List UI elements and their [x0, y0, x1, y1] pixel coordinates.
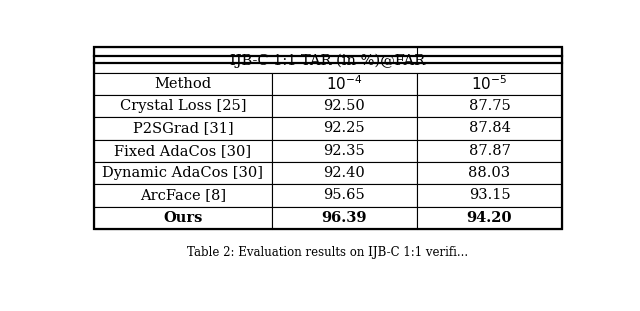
Text: 96.39: 96.39	[322, 211, 367, 225]
Text: 87.84: 87.84	[468, 121, 511, 135]
Bar	[272, 95, 417, 117]
Text: Table 2: Evaluation results on IJB-C 1:1 verifi...: Table 2: Evaluation results on IJB-C 1:1…	[188, 246, 468, 259]
Text: 93.15: 93.15	[468, 188, 510, 202]
Bar	[417, 140, 562, 162]
Text: Fixed AdaCos [30]: Fixed AdaCos [30]	[115, 144, 252, 158]
Bar	[94, 140, 272, 162]
Bar	[272, 117, 417, 140]
Text: Ours: Ours	[163, 211, 203, 225]
Text: 87.75: 87.75	[468, 99, 510, 113]
Bar	[417, 184, 562, 207]
Bar	[417, 73, 562, 95]
Bar	[417, 162, 562, 184]
Bar	[417, 95, 562, 117]
Text: $10^{-4}$: $10^{-4}$	[326, 75, 363, 93]
Text: 88.03: 88.03	[468, 166, 511, 180]
Text: Method: Method	[154, 77, 211, 91]
Bar	[272, 184, 417, 207]
Text: 95.65: 95.65	[323, 188, 365, 202]
Bar	[417, 117, 562, 140]
Text: ArcFace [8]: ArcFace [8]	[140, 188, 226, 202]
Text: 92.25: 92.25	[324, 121, 365, 135]
Text: 92.35: 92.35	[323, 144, 365, 158]
Bar	[94, 162, 272, 184]
Bar	[94, 207, 272, 229]
Text: Crystal Loss [25]: Crystal Loss [25]	[120, 99, 246, 113]
Text: IJB-C 1:1 TAR (in %)@FAR: IJB-C 1:1 TAR (in %)@FAR	[230, 53, 426, 67]
Bar	[272, 162, 417, 184]
Bar	[94, 184, 272, 207]
Text: 87.87: 87.87	[468, 144, 511, 158]
Text: Dynamic AdaCos [30]: Dynamic AdaCos [30]	[102, 166, 264, 180]
Bar	[94, 117, 272, 140]
Bar	[94, 95, 272, 117]
Text: 94.20: 94.20	[467, 211, 512, 225]
Text: $10^{-5}$: $10^{-5}$	[472, 75, 508, 93]
Bar	[417, 207, 562, 229]
Text: P2SGrad [31]: P2SGrad [31]	[132, 121, 233, 135]
Bar	[94, 73, 272, 95]
Bar	[272, 73, 417, 95]
Bar	[272, 207, 417, 229]
Bar	[272, 140, 417, 162]
Text: 92.50: 92.50	[323, 99, 365, 113]
Text: 92.40: 92.40	[323, 166, 365, 180]
